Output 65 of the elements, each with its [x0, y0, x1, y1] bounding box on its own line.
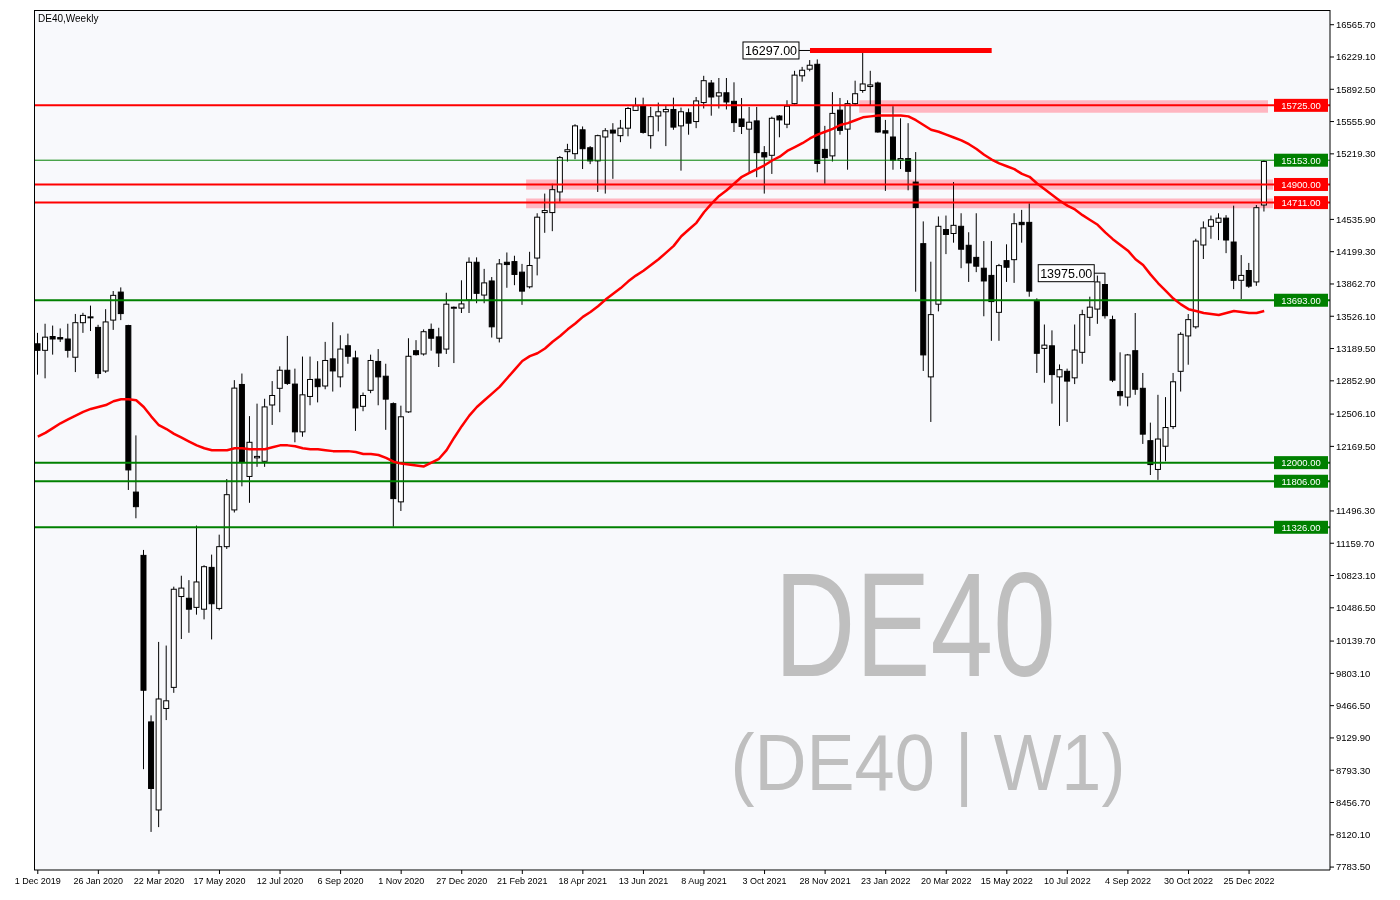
- x-tick-label: 8 Aug 2021: [681, 876, 727, 886]
- candlestick: [382, 363, 389, 431]
- y-tick-label: 14199.30: [1336, 246, 1376, 258]
- y-tick-label: 14535.90: [1336, 213, 1376, 225]
- x-tick-label: 13 Jun 2021: [618, 876, 669, 886]
- ref-line-label: 11806.00: [1281, 475, 1321, 487]
- y-tick-label: 9803.10: [1336, 667, 1371, 679]
- x-tick-label: 23 Jan 2022: [860, 876, 911, 886]
- chart-title: DE40,Weekly: [38, 13, 99, 24]
- y-tick-label: 13189.50: [1336, 342, 1376, 354]
- candlestick: [132, 434, 139, 519]
- ref-line-label: 14711.00: [1281, 197, 1321, 209]
- x-tick-label: 6 Sep 2020: [317, 876, 364, 886]
- x-tick-label: 25 Dec 2022: [1223, 876, 1275, 886]
- y-tick-label: 12852.90: [1336, 375, 1376, 387]
- y-tick-label: 12169.50: [1336, 440, 1376, 452]
- annotation: DE40: [774, 541, 1056, 707]
- x-tick-label: 15 May 2022: [980, 876, 1033, 886]
- y-tick-label: 10139.70: [1336, 635, 1376, 647]
- y-tick-label: 8793.30: [1336, 764, 1371, 776]
- y-tick-label: 16229.10: [1336, 51, 1376, 63]
- x-tick-label: 28 Nov 2021: [799, 876, 851, 886]
- y-tick-label: 11159.70: [1336, 537, 1375, 549]
- ref-line-label: 15725.00: [1281, 99, 1321, 111]
- ref-line-label: 11326.00: [1281, 521, 1321, 533]
- y-tick-label: 15555.90: [1336, 115, 1376, 127]
- y-tick-label: 8456.70: [1336, 796, 1371, 808]
- x-tick-label: 12 Jul 2020: [256, 876, 304, 886]
- y-tick-label: 7783.50: [1336, 861, 1371, 873]
- y-tick-label: 15892.50: [1336, 83, 1376, 95]
- y-tick-label: 16565.70: [1336, 19, 1376, 31]
- y-tick-label: 8120.10: [1336, 829, 1371, 841]
- x-tick-label: 10 Jul 2022: [1044, 876, 1091, 886]
- y-tick-label: 10486.50: [1336, 602, 1376, 614]
- x-tick-label: 27 Dec 2020: [436, 876, 488, 886]
- ref-line-label: 15153.00: [1281, 154, 1321, 166]
- x-tick-label: 1 Dec 2019: [14, 876, 61, 886]
- x-tick-label: 30 Oct 2022: [1163, 876, 1214, 886]
- y-tick-label: 13862.70: [1336, 278, 1376, 290]
- x-tick-label: 17 May 2020: [193, 876, 246, 886]
- candlestick: [117, 286, 124, 321]
- x-tick-label: 1 Nov 2020: [378, 876, 425, 886]
- y-tick-label: 12506.10: [1336, 408, 1376, 420]
- y-tick-label: 15219.30: [1336, 148, 1376, 160]
- y-tick-label: 11496.30: [1336, 505, 1375, 517]
- x-tick-label: 21 Feb 2021: [497, 876, 548, 886]
- ref-line-label: 12000.00: [1281, 457, 1321, 469]
- x-tick-label: 22 Mar 2020: [133, 876, 185, 886]
- x-tick-label: 4 Sep 2022: [1104, 876, 1151, 886]
- ref-line-label: 13693.00: [1281, 294, 1321, 306]
- ref-line-label: 14900.00: [1281, 178, 1321, 190]
- candlestick: [1117, 351, 1124, 407]
- annotation: 13975.00: [1040, 266, 1093, 281]
- y-tick-label: 13526.10: [1336, 310, 1376, 322]
- candlestick: [344, 333, 351, 365]
- x-tick-label: 20 Mar 2022: [920, 876, 972, 886]
- candlestick: [269, 380, 276, 426]
- y-tick-label: 9466.50: [1336, 700, 1371, 712]
- y-tick-label: 9129.90: [1336, 732, 1371, 744]
- annotation: 16297.00: [744, 43, 798, 58]
- x-tick-label: 26 Jan 2020: [73, 876, 124, 886]
- y-tick-label: 10823.10: [1336, 569, 1376, 581]
- x-tick-label: 18 Apr 2021: [558, 876, 608, 886]
- annotation: (DE40 | W1): [730, 717, 1126, 807]
- x-tick-label: 3 Oct 2021: [742, 876, 787, 886]
